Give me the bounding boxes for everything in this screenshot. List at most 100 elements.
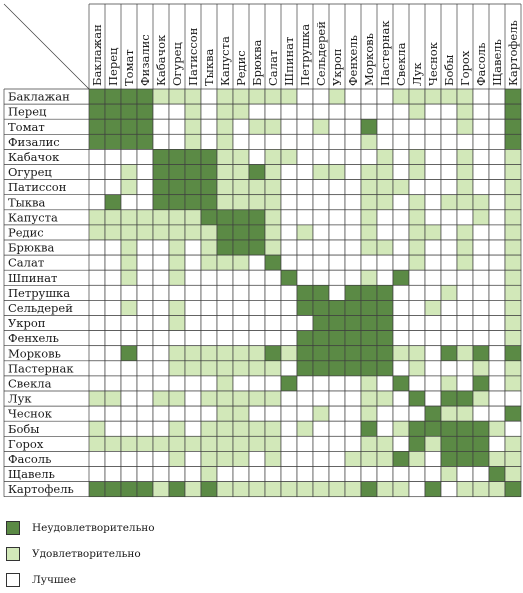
- heatmap-cell: [232, 390, 250, 407]
- heatmap-cell: [328, 390, 346, 407]
- heatmap-cell: [488, 345, 506, 362]
- heatmap-cell: [200, 118, 218, 135]
- heatmap-cell: [440, 209, 458, 226]
- heatmap-cell: [296, 420, 314, 437]
- heatmap-cell: [344, 390, 362, 407]
- heatmap-cell: [392, 209, 410, 226]
- heatmap-cell: [152, 164, 170, 180]
- heatmap-cell: [456, 254, 474, 271]
- heatmap-cell: [488, 435, 506, 452]
- heatmap-cell: [168, 360, 186, 377]
- heatmap-cell: [360, 435, 378, 452]
- column-label-капуста: Капуста: [218, 36, 232, 86]
- heatmap-cell: [104, 300, 122, 316]
- heatmap-cell: [120, 88, 138, 105]
- heatmap-cell: [88, 466, 106, 482]
- heatmap-cell: [184, 390, 202, 407]
- heatmap-cell: [200, 149, 218, 165]
- heatmap-cell: [264, 179, 282, 196]
- heatmap-cell: [408, 269, 426, 286]
- heatmap-cell: [88, 405, 106, 422]
- heatmap-cell: [88, 269, 106, 286]
- heatmap-cell: [216, 300, 234, 316]
- heatmap-cell: [344, 420, 362, 437]
- heatmap-cell: [136, 194, 154, 211]
- heatmap-cell: [88, 254, 106, 271]
- column-label-баклажан: Баклажан: [90, 24, 104, 86]
- heatmap-cell: [152, 390, 170, 407]
- heatmap-cell: [248, 103, 266, 120]
- heatmap-cell: [376, 284, 394, 301]
- heatmap-cell: [264, 315, 282, 331]
- heatmap-cell: [152, 194, 170, 211]
- heatmap-cell: [216, 405, 234, 422]
- heatmap-cell: [328, 405, 346, 422]
- row-label-картофель: Картофель: [8, 482, 74, 496]
- heatmap-cell: [424, 375, 442, 392]
- heatmap-cell: [88, 451, 106, 467]
- heatmap-cell: [360, 390, 378, 407]
- heatmap-cell: [232, 375, 250, 392]
- heatmap-cell: [424, 149, 442, 165]
- heatmap-cell: [184, 88, 202, 105]
- heatmap-cell: [104, 315, 122, 331]
- column-label-кабачок: Кабачок: [154, 34, 168, 86]
- heatmap-cell: [472, 451, 490, 467]
- heatmap-cell: [376, 435, 394, 452]
- heatmap-cell: [408, 345, 426, 362]
- heatmap-cell: [408, 420, 426, 437]
- heatmap-cell: [232, 345, 250, 362]
- heatmap-cell: [456, 315, 474, 331]
- column-label-петрушка: Петрушка: [298, 24, 312, 86]
- heatmap-cell: [152, 451, 170, 467]
- heatmap-cell: [408, 466, 426, 482]
- row-label-перец: Перец: [8, 105, 47, 119]
- row-label-салат: Салат: [8, 256, 44, 270]
- heatmap-cell: [200, 315, 218, 331]
- heatmap-cell: [312, 435, 330, 452]
- heatmap-cell: [344, 466, 362, 482]
- heatmap-cell: [488, 420, 506, 437]
- heatmap-cell: [88, 209, 106, 226]
- heatmap-cell: [88, 300, 106, 316]
- heatmap-cell: [264, 239, 282, 256]
- heatmap-cell: [168, 330, 186, 347]
- heatmap-cell: [408, 300, 426, 316]
- heatmap-cell: [152, 360, 170, 377]
- heatmap-cell: [424, 420, 442, 437]
- heatmap-cell: [280, 300, 298, 316]
- heatmap-cell: [232, 103, 250, 120]
- heatmap-cell: [472, 269, 490, 286]
- heatmap-cell: [440, 345, 458, 362]
- heatmap-cell: [360, 360, 378, 377]
- heatmap-cell: [216, 118, 234, 135]
- heatmap-cell: [136, 254, 154, 271]
- heatmap-cell: [184, 360, 202, 377]
- heatmap-cell: [328, 239, 346, 256]
- heatmap-cell: [488, 481, 506, 498]
- heatmap-cell: [104, 330, 122, 347]
- heatmap-cell: [392, 103, 410, 120]
- heatmap-cell: [168, 239, 186, 256]
- heatmap-cell: [472, 390, 490, 407]
- heatmap-cell: [184, 345, 202, 362]
- heatmap-cell: [360, 269, 378, 286]
- heatmap-cell: [120, 284, 138, 301]
- heatmap-cell: [136, 390, 154, 407]
- heatmap-cell: [248, 164, 266, 180]
- heatmap-cell: [440, 360, 458, 377]
- heatmap-cell: [152, 254, 170, 271]
- heatmap-cell: [440, 88, 458, 105]
- heatmap-cell: [104, 118, 122, 135]
- heatmap-cell: [504, 194, 522, 211]
- heatmap-cell: [360, 224, 378, 241]
- heatmap-cell: [184, 239, 202, 256]
- heatmap-cell: [88, 88, 106, 105]
- column-label-пастернак: Пастернак: [378, 20, 392, 86]
- heatmap-cell: [216, 420, 234, 437]
- heatmap-cell: [136, 239, 154, 256]
- heatmap-cell: [408, 451, 426, 467]
- heatmap-cell: [232, 330, 250, 347]
- heatmap-cell: [216, 194, 234, 211]
- heatmap-cell: [440, 164, 458, 180]
